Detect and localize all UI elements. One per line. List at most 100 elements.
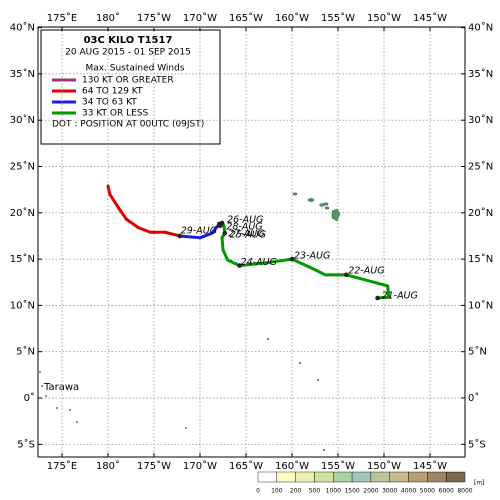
scale-label: 6000: [439, 488, 454, 495]
scale-cell: [445, 471, 466, 483]
track-segment: [108, 192, 120, 209]
position-dot: [289, 256, 295, 262]
scale-cell: [276, 471, 296, 483]
lat-tick-label: 5˚N: [16, 346, 35, 358]
lat-tick-label: 30˚N: [468, 114, 493, 126]
lat-tick-label: 40˚N: [10, 22, 35, 34]
lon-tick-label: 165˚W: [229, 12, 263, 24]
position-dot: [217, 221, 222, 227]
island: [41, 385, 43, 387]
lat-tick-label: 5˚N: [468, 346, 487, 358]
date-label: 28-AUG: [226, 221, 262, 232]
scale-unit: [m]: [474, 480, 485, 487]
lon-tick-label: 165˚W: [229, 460, 263, 472]
scale-cell: [370, 471, 390, 483]
position-dot: [375, 295, 380, 301]
lat-tick-label: 25˚N: [468, 161, 493, 173]
lat-tick-label: 15˚N: [468, 253, 493, 265]
scale-cell: [333, 471, 353, 483]
island: [69, 409, 71, 411]
scale-label: 8000: [457, 488, 472, 495]
lon-tick-label: 170˚W: [183, 460, 217, 472]
track-segment: [238, 261, 268, 268]
track-segment: [198, 231, 214, 240]
island: [76, 421, 78, 423]
lat-tick-label: 35˚N: [10, 68, 35, 80]
position-dot: [343, 272, 349, 278]
legend-period: 20 AUG 2015 - 01 SEP 2015: [65, 48, 191, 58]
scale-label: 3000: [382, 488, 397, 495]
date-label: 25-AUG: [230, 230, 266, 241]
track-segment: [344, 273, 380, 285]
lat-tick-label: 5˚S: [468, 438, 486, 450]
position-dot: [237, 263, 242, 268]
scale-label: 500: [309, 488, 321, 495]
legend-title: 03C KILO T1517: [84, 35, 173, 46]
lat-tick-label: 20˚N: [468, 207, 493, 219]
date-label: 26-AUG: [227, 214, 263, 225]
track-segment: [221, 248, 230, 262]
track-segment: [163, 230, 182, 238]
scale-label: 1500: [344, 488, 359, 495]
lat-tick-label: 0˚: [468, 392, 479, 404]
island: [317, 379, 320, 382]
lon-tick-label: 180˚: [96, 460, 120, 472]
legend-box: [40, 29, 221, 145]
track-segment: [264, 257, 294, 265]
elevation-scale: 0 100 200 500 1000 1500 2000 3000 4000 5000 6000 80…: [256, 471, 485, 495]
legend-label: 64 TO 129 KT: [82, 87, 143, 97]
date-label: 24-AUG: [241, 257, 277, 268]
legend-label: 130 KT OR GREATER: [82, 76, 174, 86]
position-dot: [222, 230, 228, 236]
islands: [39, 192, 341, 452]
place-label: Tarawa: [43, 382, 79, 393]
island: [185, 427, 187, 429]
date-label: 21-AUG: [382, 290, 418, 301]
date-label: 22-AUG: [348, 265, 384, 276]
lon-tick-label: 145˚W: [413, 460, 447, 472]
legend-note: DOT : POSITION AT 00UTC (09JST): [52, 120, 204, 130]
date-label: 23-AUG: [294, 251, 330, 262]
island: [307, 198, 315, 202]
lon-tick-label: 160˚W: [275, 460, 309, 472]
lat-tick-label: 35˚N: [468, 68, 493, 80]
lat-tick-label: 10˚N: [468, 299, 493, 311]
lat-tick-label: 30˚N: [10, 114, 35, 126]
lat-tick-label: 0˚: [24, 392, 35, 404]
lon-tick-label: 160˚W: [275, 12, 309, 24]
track-segment: [178, 234, 202, 240]
scale-label: 2000: [363, 488, 378, 495]
lon-tick-label: 150˚W: [367, 12, 401, 24]
scale-cell: [314, 471, 334, 483]
track-segment: [290, 257, 314, 270]
scale-cell: [351, 471, 372, 483]
track-segment: [106, 184, 112, 196]
lat-tick-label: 20˚N: [10, 207, 35, 219]
track-segment: [220, 236, 225, 252]
island: [323, 449, 326, 452]
lon-tick-label: 170˚W: [183, 12, 217, 24]
scale-label: 100: [271, 488, 283, 495]
lon-tick-label: 180˚: [96, 12, 120, 24]
lat-tick-label: 40˚N: [468, 22, 493, 34]
track-segment: [310, 266, 327, 277]
legend-label: 34 TO 63 KT: [82, 98, 137, 108]
lat-tick-label: 10˚N: [10, 299, 35, 311]
island: [267, 338, 270, 341]
legend-label: 33 KT OR LESS: [82, 109, 148, 119]
island: [39, 371, 41, 373]
lon-tick-label: 145˚W: [413, 12, 447, 24]
lon-tick-label: 155˚W: [321, 12, 355, 24]
scale-label: 1000: [326, 488, 341, 495]
legend: 03C KILO T1517 20 AUG 2015 - 01 SEP 2015…: [40, 29, 221, 145]
track-segment: [376, 281, 390, 288]
scale-cell: [427, 471, 447, 483]
island: [292, 192, 298, 196]
island: [324, 206, 330, 210]
legend-heading: Max. Sustained Winds: [85, 64, 184, 74]
track-segment: [116, 205, 128, 221]
scale-label: 200: [290, 488, 302, 495]
date-label: 29-AUG: [181, 225, 217, 236]
island: [299, 362, 302, 365]
